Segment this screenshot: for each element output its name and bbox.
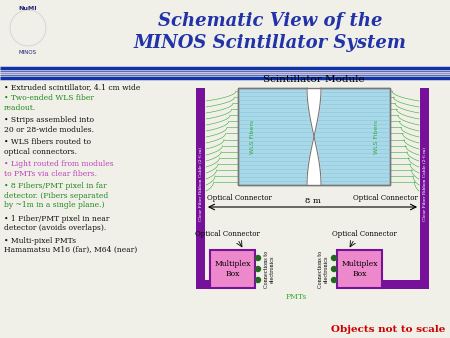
Circle shape [256,277,261,283]
FancyBboxPatch shape [337,250,382,288]
Circle shape [332,256,337,261]
Text: Clear Fiber Ribbon Cable (2-6 m): Clear Fiber Ribbon Cable (2-6 m) [423,147,427,221]
Text: • Two-ended WLS fiber
readout.: • Two-ended WLS fiber readout. [4,95,94,112]
Text: MINOS Scintillator System: MINOS Scintillator System [134,34,406,52]
Text: • Extruded scintillator, 4.1 cm wide: • Extruded scintillator, 4.1 cm wide [4,83,140,91]
Text: Optical Connector: Optical Connector [332,230,397,238]
Text: Optical Connector: Optical Connector [353,194,418,202]
Circle shape [256,256,261,261]
Text: Optical Connector: Optical Connector [195,230,260,238]
Text: Connections to
electronics: Connections to electronics [318,250,328,288]
Text: 8 m: 8 m [305,197,320,205]
Text: WLS Fibers: WLS Fibers [374,119,378,153]
Text: • Light routed from modules
to PMTs via clear fibers.: • Light routed from modules to PMTs via … [4,161,113,178]
Bar [420,192,429,202]
Text: MINOS: MINOS [19,50,37,55]
Text: • 1 Fiber/PMT pixel in near
detector (avoids overlaps).: • 1 Fiber/PMT pixel in near detector (av… [4,215,109,232]
Text: PMTs: PMTs [285,293,307,301]
FancyBboxPatch shape [210,250,255,288]
Text: NuMI: NuMI [19,6,37,11]
Bar [337,280,429,289]
Bar [196,88,205,280]
Bar [238,88,390,185]
Bar [238,88,390,185]
Bar [196,192,205,202]
Circle shape [332,277,337,283]
Text: • 8 Fibers/PMT pixel in far
detector. (Fibers separated
by ~1m in a single plane: • 8 Fibers/PMT pixel in far detector. (F… [4,183,108,209]
Bar [420,88,429,280]
Text: Scintillator Module: Scintillator Module [263,75,365,84]
Text: • WLS fibers routed to
optical connectors.: • WLS fibers routed to optical connector… [4,139,91,156]
Text: Clear Fiber Ribbon Cable (2-6 m): Clear Fiber Ribbon Cable (2-6 m) [198,147,202,221]
Text: Connections to
electronics: Connections to electronics [264,250,274,288]
Text: Multiplex
Box: Multiplex Box [214,260,251,277]
Text: Objects not to scale: Objects not to scale [331,325,445,334]
Bar [196,280,255,289]
Text: • Strips assembled into
20 or 28-wide modules.: • Strips assembled into 20 or 28-wide mo… [4,117,94,134]
Text: • Multi-pixel PMTs
Hamamatsu M16 (far), M64 (near): • Multi-pixel PMTs Hamamatsu M16 (far), … [4,237,137,254]
Circle shape [256,266,261,271]
Text: WLS Fibers: WLS Fibers [249,119,255,153]
Polygon shape [307,88,321,185]
Text: Schematic View of the: Schematic View of the [158,12,382,30]
Circle shape [332,266,337,271]
Text: Multiplex
Box: Multiplex Box [341,260,378,277]
Text: Optical Connector: Optical Connector [207,194,272,202]
